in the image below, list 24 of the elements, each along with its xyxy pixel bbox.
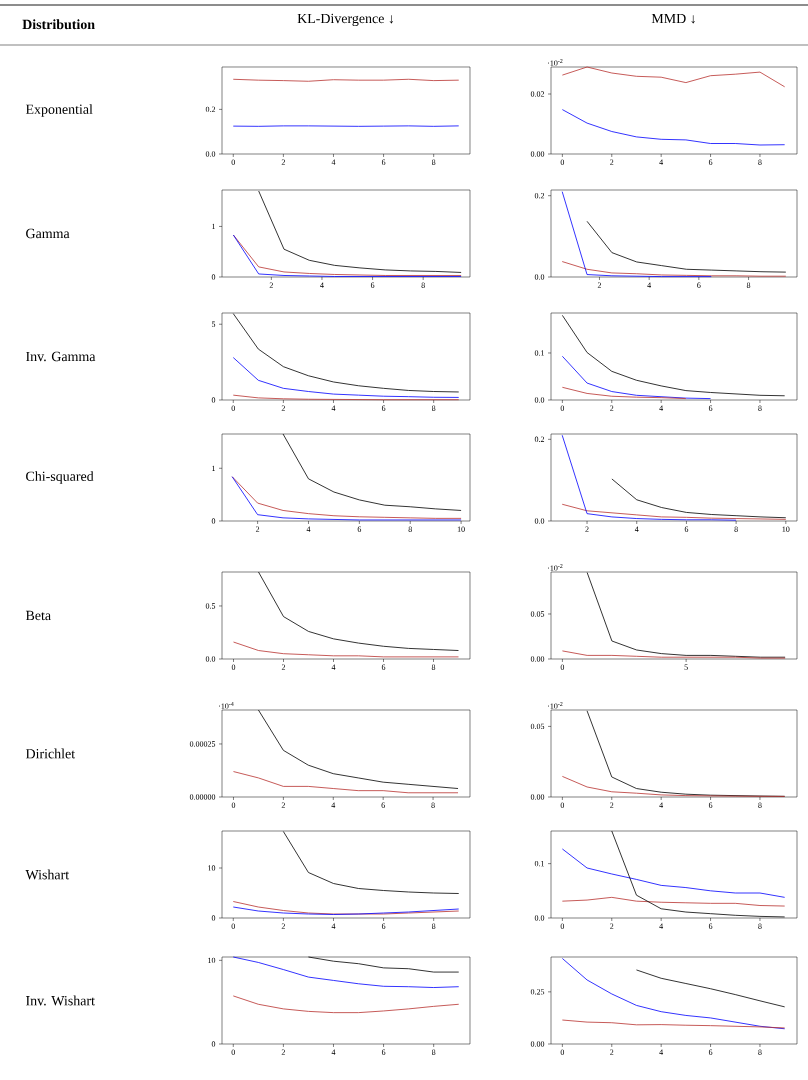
y-axis-title: Beta: [25, 610, 51, 621]
line-series: [561, 896, 786, 907]
line-series: [232, 357, 460, 398]
line-series: [561, 848, 786, 898]
chart-title: MMD ↓: [651, 13, 695, 24]
line-series: [561, 261, 787, 277]
y-axis-title: Gamma: [26, 228, 70, 239]
chart-title: KL-Divergence ↓: [297, 13, 393, 27]
y-axis-title: Chi-squared: [26, 471, 94, 484]
line-series: [561, 66, 786, 88]
line-series: [611, 478, 787, 519]
line-series: [232, 956, 460, 988]
line-series: [561, 434, 737, 521]
line-series: [232, 995, 460, 1014]
y-axis-title: Wishart: [25, 869, 70, 880]
y-axis-title: Inv. Wishart: [26, 995, 95, 1006]
line-series: [561, 109, 786, 146]
line-series: [586, 220, 787, 273]
line-series: [636, 969, 786, 1008]
y-axis-title: Dirichlet: [25, 748, 76, 759]
line-series: [561, 386, 687, 399]
y-axis-title: Exponential: [25, 104, 93, 117]
y-axis-title: Inv. Gamma: [26, 351, 96, 362]
text: Distribution: [22, 19, 95, 30]
